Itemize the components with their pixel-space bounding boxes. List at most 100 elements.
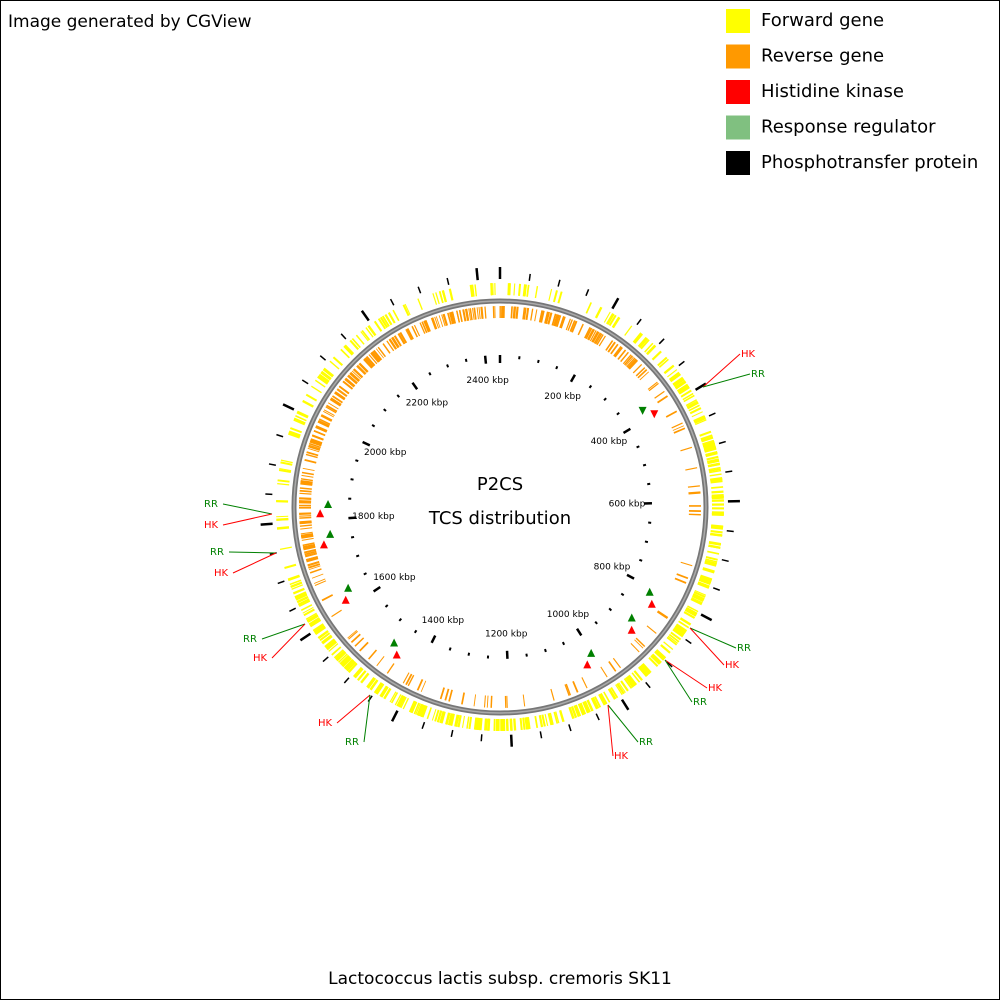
reverse-gene (347, 374, 358, 384)
outer-tick (319, 355, 327, 361)
reverse-gene (483, 695, 486, 708)
reverse-gene (688, 491, 701, 494)
forward-gene (383, 687, 392, 700)
reverse-gene (300, 480, 313, 484)
reverse-gene (584, 326, 591, 339)
reverse-gene (544, 311, 549, 324)
reverse-gene (326, 404, 338, 413)
reverse-gene (307, 560, 320, 566)
inner-tick (644, 540, 649, 544)
forward-gene (321, 635, 333, 645)
forward-gene (672, 628, 684, 638)
forward-gene (710, 480, 723, 484)
reverse-gene (450, 311, 455, 324)
outer-tick (509, 734, 513, 747)
inner-tick (588, 384, 593, 389)
forward-gene (306, 614, 318, 622)
forward-gene (313, 624, 325, 634)
forward-gene (672, 629, 683, 638)
reverse-gene (375, 348, 384, 359)
forward-gene (276, 526, 290, 530)
callout-label: RR (210, 547, 224, 558)
forward-gene (387, 312, 396, 324)
forward-gene (466, 716, 470, 729)
reverse-gene (394, 335, 402, 347)
reverse-gene (305, 556, 318, 561)
reverse-gene (525, 307, 529, 320)
reverse-gene (386, 340, 395, 352)
reverse-gene (595, 333, 603, 345)
scale-label: 2000 kbp (364, 448, 407, 458)
reverse-gene (416, 679, 424, 691)
tcs-marker (638, 406, 647, 415)
scale-label: 200 kbp (544, 392, 581, 402)
forward-gene (329, 360, 340, 370)
forward-gene (389, 691, 397, 703)
forward-gene (698, 579, 711, 586)
forward-gene (557, 291, 563, 304)
reverse-gene (556, 315, 562, 328)
reverse-gene (337, 388, 348, 397)
forward-gene (441, 711, 446, 724)
forward-gene (288, 431, 301, 438)
tcs-marker (319, 540, 328, 549)
forward-gene (471, 284, 475, 297)
forward-gene (333, 649, 344, 659)
reverse-gene (458, 309, 463, 323)
forward-gene (657, 356, 668, 367)
outer-tick (268, 463, 276, 466)
outer-tick (301, 379, 309, 385)
callout-label: HK (214, 568, 229, 579)
callout-line (702, 373, 751, 388)
forward-gene (526, 284, 530, 297)
outer-tick (390, 710, 399, 722)
forward-gene (341, 656, 351, 667)
inner-tick (603, 397, 607, 402)
forward-gene (291, 584, 304, 590)
forward-gene (436, 710, 443, 723)
forward-gene (591, 697, 599, 709)
forward-gene (573, 705, 580, 718)
forward-gene (522, 717, 526, 730)
inner-tick (411, 381, 419, 390)
callout-line (664, 659, 693, 703)
forward-gene (519, 717, 523, 731)
reverse-gene (472, 307, 475, 320)
forward-gene (392, 309, 400, 322)
forward-gene (699, 575, 713, 582)
forward-gene (474, 717, 479, 730)
forward-gene (313, 623, 324, 632)
tcs-marker (326, 529, 335, 538)
forward-gene (600, 692, 608, 705)
reverse-gene (561, 316, 566, 329)
forward-gene (315, 626, 326, 635)
reverse-gene (300, 531, 313, 535)
forward-gene (705, 559, 717, 564)
center-subtitle: TCS distribution (428, 508, 571, 529)
reverse-gene (441, 314, 446, 327)
reverse-gene (301, 474, 314, 478)
reverse-gene (685, 467, 698, 471)
forward-gene (474, 284, 478, 297)
forward-gene (675, 624, 687, 633)
forward-gene (701, 436, 714, 443)
forward-gene (324, 638, 336, 648)
forward-gene (598, 693, 606, 706)
callout-label: HK (204, 520, 219, 531)
forward-gene (379, 685, 388, 697)
forward-gene (709, 473, 722, 477)
reverse-gene (309, 441, 322, 447)
reverse-gene (301, 535, 314, 539)
reverse-gene (306, 557, 319, 563)
outer-tick (299, 632, 312, 642)
outer-tick (708, 412, 716, 417)
forward-gene (534, 286, 539, 299)
forward-gene (708, 467, 721, 472)
inner-tick (594, 620, 598, 625)
forward-gene (709, 469, 722, 474)
forward-gene (676, 623, 688, 632)
reverse-gene (351, 370, 362, 380)
reverse-gene (540, 310, 545, 323)
reverse-gene (456, 310, 461, 323)
forward-gene (302, 399, 314, 408)
